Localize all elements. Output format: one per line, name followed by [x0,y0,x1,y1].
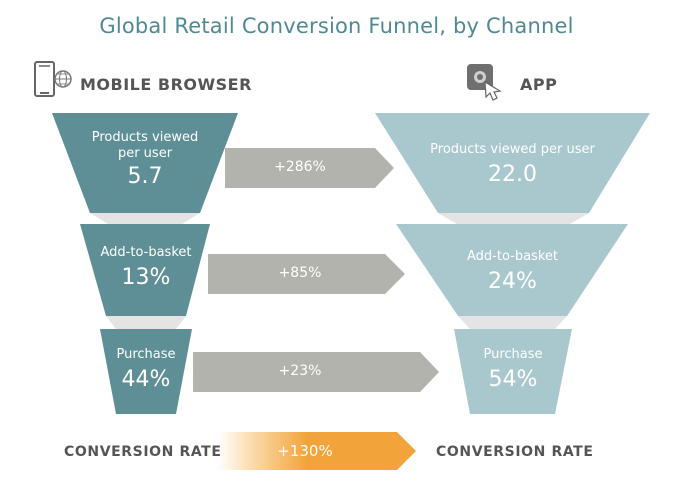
app-stage-1-label: Products viewed per user [430,142,595,157]
app-funnel-stage-3 [454,329,572,414]
tap-app-icon [467,64,502,101]
mobile-stage-3-text: Purchase 44% [96,347,196,393]
app-stage-3-value: 54% [488,367,538,392]
app-stage-3-text: Purchase 54% [463,347,563,393]
app-funnel-stage-2 [396,224,628,316]
mobile-funnel-stage-1 [52,113,238,213]
app-stage-2-label: Add-to-basket [467,249,558,264]
mobile-stage-2-text: Add-to-basket 13% [85,245,207,291]
mobile-funnel-stage-2 [80,224,210,316]
mobile-stage-2-value: 13% [121,265,171,290]
uplift-arrow-2 [208,254,405,294]
app-channel-title: APP [520,75,558,94]
mobile-funnel-connector [90,213,200,224]
mobile-stage-1-label: Products viewed per user [91,130,199,161]
conversion-uplift-arrow [218,432,416,470]
mobile-stage-1-text: Products viewed per user 5.7 [80,130,210,190]
mobile-conversion-rate-label: CONVERSION RATE [64,444,222,460]
uplift-arrow-1-label: +286% [274,159,326,175]
app-stage-3-label: Purchase [483,347,543,362]
mobile-stage-3-value: 44% [121,367,171,392]
app-stage-2-text: Add-to-basket 24% [430,249,595,295]
app-funnel-stage-1 [375,113,650,213]
app-stage-1-value: 22.0 [488,162,537,187]
mobile-funnel-connector [106,316,186,329]
uplift-arrow-3-label: +23% [278,363,322,379]
app-funnel-connector [458,316,567,329]
uplift-arrow-2-label: +85% [278,265,322,281]
mobile-funnel-stage-3 [100,329,192,414]
uplift-arrow-3 [193,352,439,392]
mobile-stage-1-value: 5.7 [127,164,163,189]
page-title: Global Retail Conversion Funnel, by Chan… [99,14,574,38]
app-conversion-rate-label: CONVERSION RATE [436,444,594,460]
mobile-channel-title: MOBILE BROWSER [80,75,252,94]
smartphone-globe-icon [34,61,72,97]
mobile-stage-2-label: Add-to-basket [100,245,192,260]
app-stage-1-text: Products viewed per user 22.0 [400,142,625,188]
conversion-uplift-label: +130% [277,442,333,460]
mobile-stage-3-label: Purchase [116,347,176,362]
app-funnel-connector [438,213,589,224]
app-stage-2-value: 24% [488,269,537,294]
uplift-arrow-1 [225,148,394,188]
